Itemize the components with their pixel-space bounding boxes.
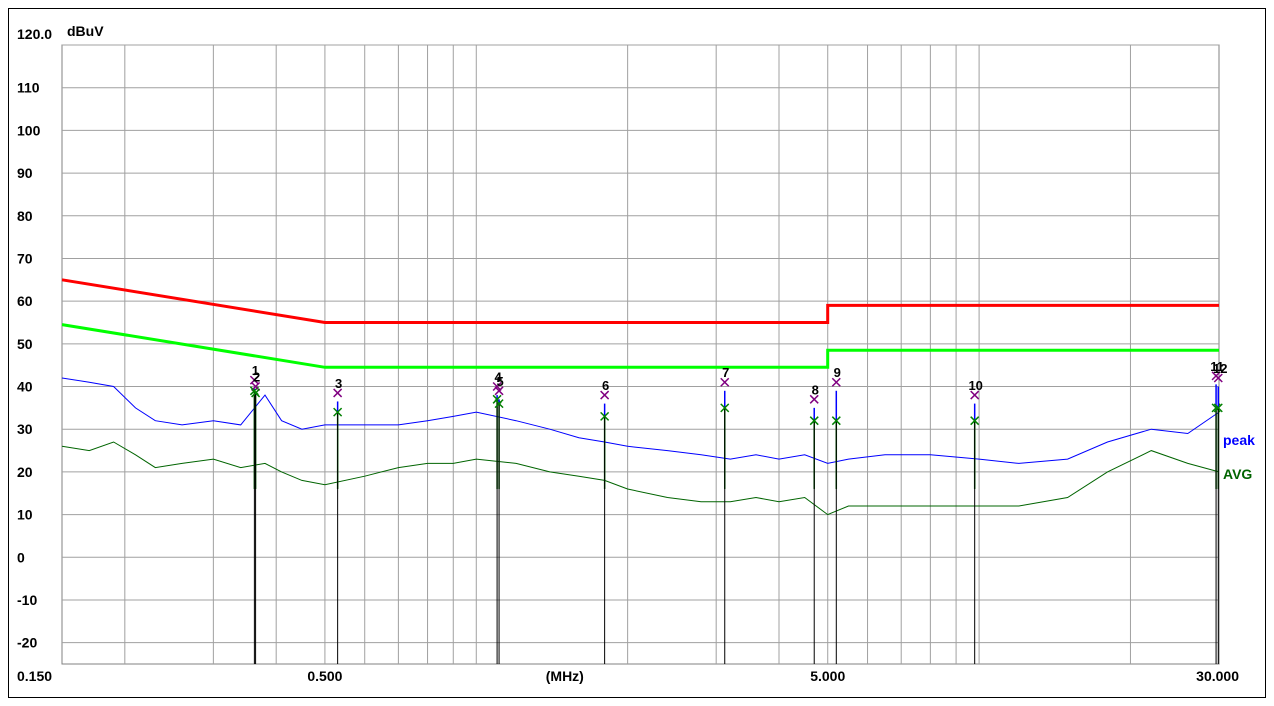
x-tick-labels: 0.150 0.500 (MHz) 5.000 30.000 — [17, 668, 1239, 684]
limit-lines — [61, 278, 1219, 369]
x-tick-label: 0.150 — [17, 668, 52, 684]
marker-qp-cross — [492, 381, 502, 392]
marker-label: 2 — [253, 370, 260, 385]
marker-label: 7 — [722, 365, 729, 380]
legend-peak: peak — [1223, 432, 1255, 448]
y-tick-label: -10 — [17, 592, 37, 608]
marker-qp-cross — [720, 377, 730, 387]
y-tick-label: 70 — [17, 250, 33, 266]
x-axis-label: (MHz) — [546, 668, 584, 684]
y-top-label: 120.0 — [17, 26, 52, 42]
marker-label: 10 — [968, 378, 982, 393]
marker-qp-cross — [970, 390, 980, 400]
marker-av-cross — [494, 399, 504, 409]
y-tick-label: 100 — [17, 122, 41, 138]
x-tick-label: 30.000 — [1196, 668, 1239, 684]
marker-qp-cross — [1213, 373, 1223, 383]
y-tick-label: 30 — [17, 421, 33, 437]
y-tick-label: 90 — [17, 165, 33, 181]
marker-qp-cross — [494, 386, 504, 396]
marker-av-cross — [600, 411, 610, 421]
marker-av-cross — [970, 416, 980, 426]
limit-line — [61, 278, 1219, 324]
marker-qp-cross — [809, 394, 819, 404]
x-tick-label: 0.500 — [307, 668, 342, 684]
y-tick-label: 80 — [17, 208, 33, 224]
series-line-avg — [61, 441, 1220, 516]
marker-label: 4 — [494, 370, 502, 385]
data-series — [61, 377, 1220, 516]
y-tick-label: 10 — [17, 507, 33, 523]
marker-av-cross — [1213, 403, 1223, 413]
marker-label: 8 — [812, 382, 819, 397]
marker-av-cross — [831, 416, 841, 426]
marker-av-cross — [809, 416, 819, 426]
marker-av-cross — [492, 394, 502, 404]
y-tick-label: -20 — [17, 635, 37, 651]
plot-border — [61, 44, 1220, 665]
grid — [61, 44, 1220, 665]
marker-label: 5 — [496, 374, 503, 389]
y-tick-label: 60 — [17, 293, 33, 309]
marker-label: 9 — [834, 365, 841, 380]
marker-av-cross — [720, 403, 730, 413]
y-axis-label: dBuV — [67, 23, 104, 39]
legend: peak AVG — [1223, 432, 1255, 482]
marker-qp-cross — [831, 377, 841, 387]
marker-qp-cross — [600, 390, 610, 400]
series-line-peak — [61, 377, 1220, 464]
y-tick-label: 110 — [17, 80, 40, 96]
marker-label: 1 — [252, 363, 259, 378]
marker-label: 12 — [1213, 361, 1227, 376]
marker-av-cross — [251, 388, 261, 398]
y-tick-label: 40 — [17, 379, 33, 395]
marker-label: 11 — [1210, 359, 1224, 374]
limit-line — [61, 323, 1219, 369]
x-tick-label: 5.000 — [810, 668, 845, 684]
chart-frame: 1 2 3 4 5 6 7 8 9 10 11 12 110 100 90 80 70 60 50 40 30 20 10… — [8, 8, 1266, 698]
legend-avg: AVG — [1223, 466, 1252, 482]
marker-label: 3 — [335, 376, 342, 391]
y-tick-label: 50 — [17, 336, 33, 352]
y-tick-label: 20 — [17, 464, 33, 480]
marker-qp-cross — [333, 388, 343, 398]
marker-av-cross — [333, 407, 343, 417]
y-tick-label: 0 — [17, 549, 25, 565]
marker-label: 6 — [602, 378, 609, 393]
marker-qp-cross — [251, 381, 261, 392]
